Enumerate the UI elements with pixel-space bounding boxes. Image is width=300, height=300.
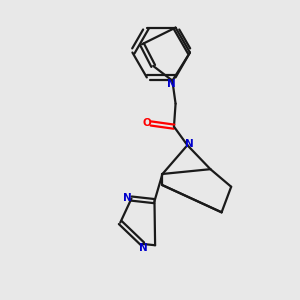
- Text: N: N: [139, 243, 148, 254]
- Text: N: N: [123, 193, 131, 203]
- Text: O: O: [142, 118, 151, 128]
- Text: N: N: [185, 139, 194, 149]
- Text: N: N: [167, 80, 176, 89]
